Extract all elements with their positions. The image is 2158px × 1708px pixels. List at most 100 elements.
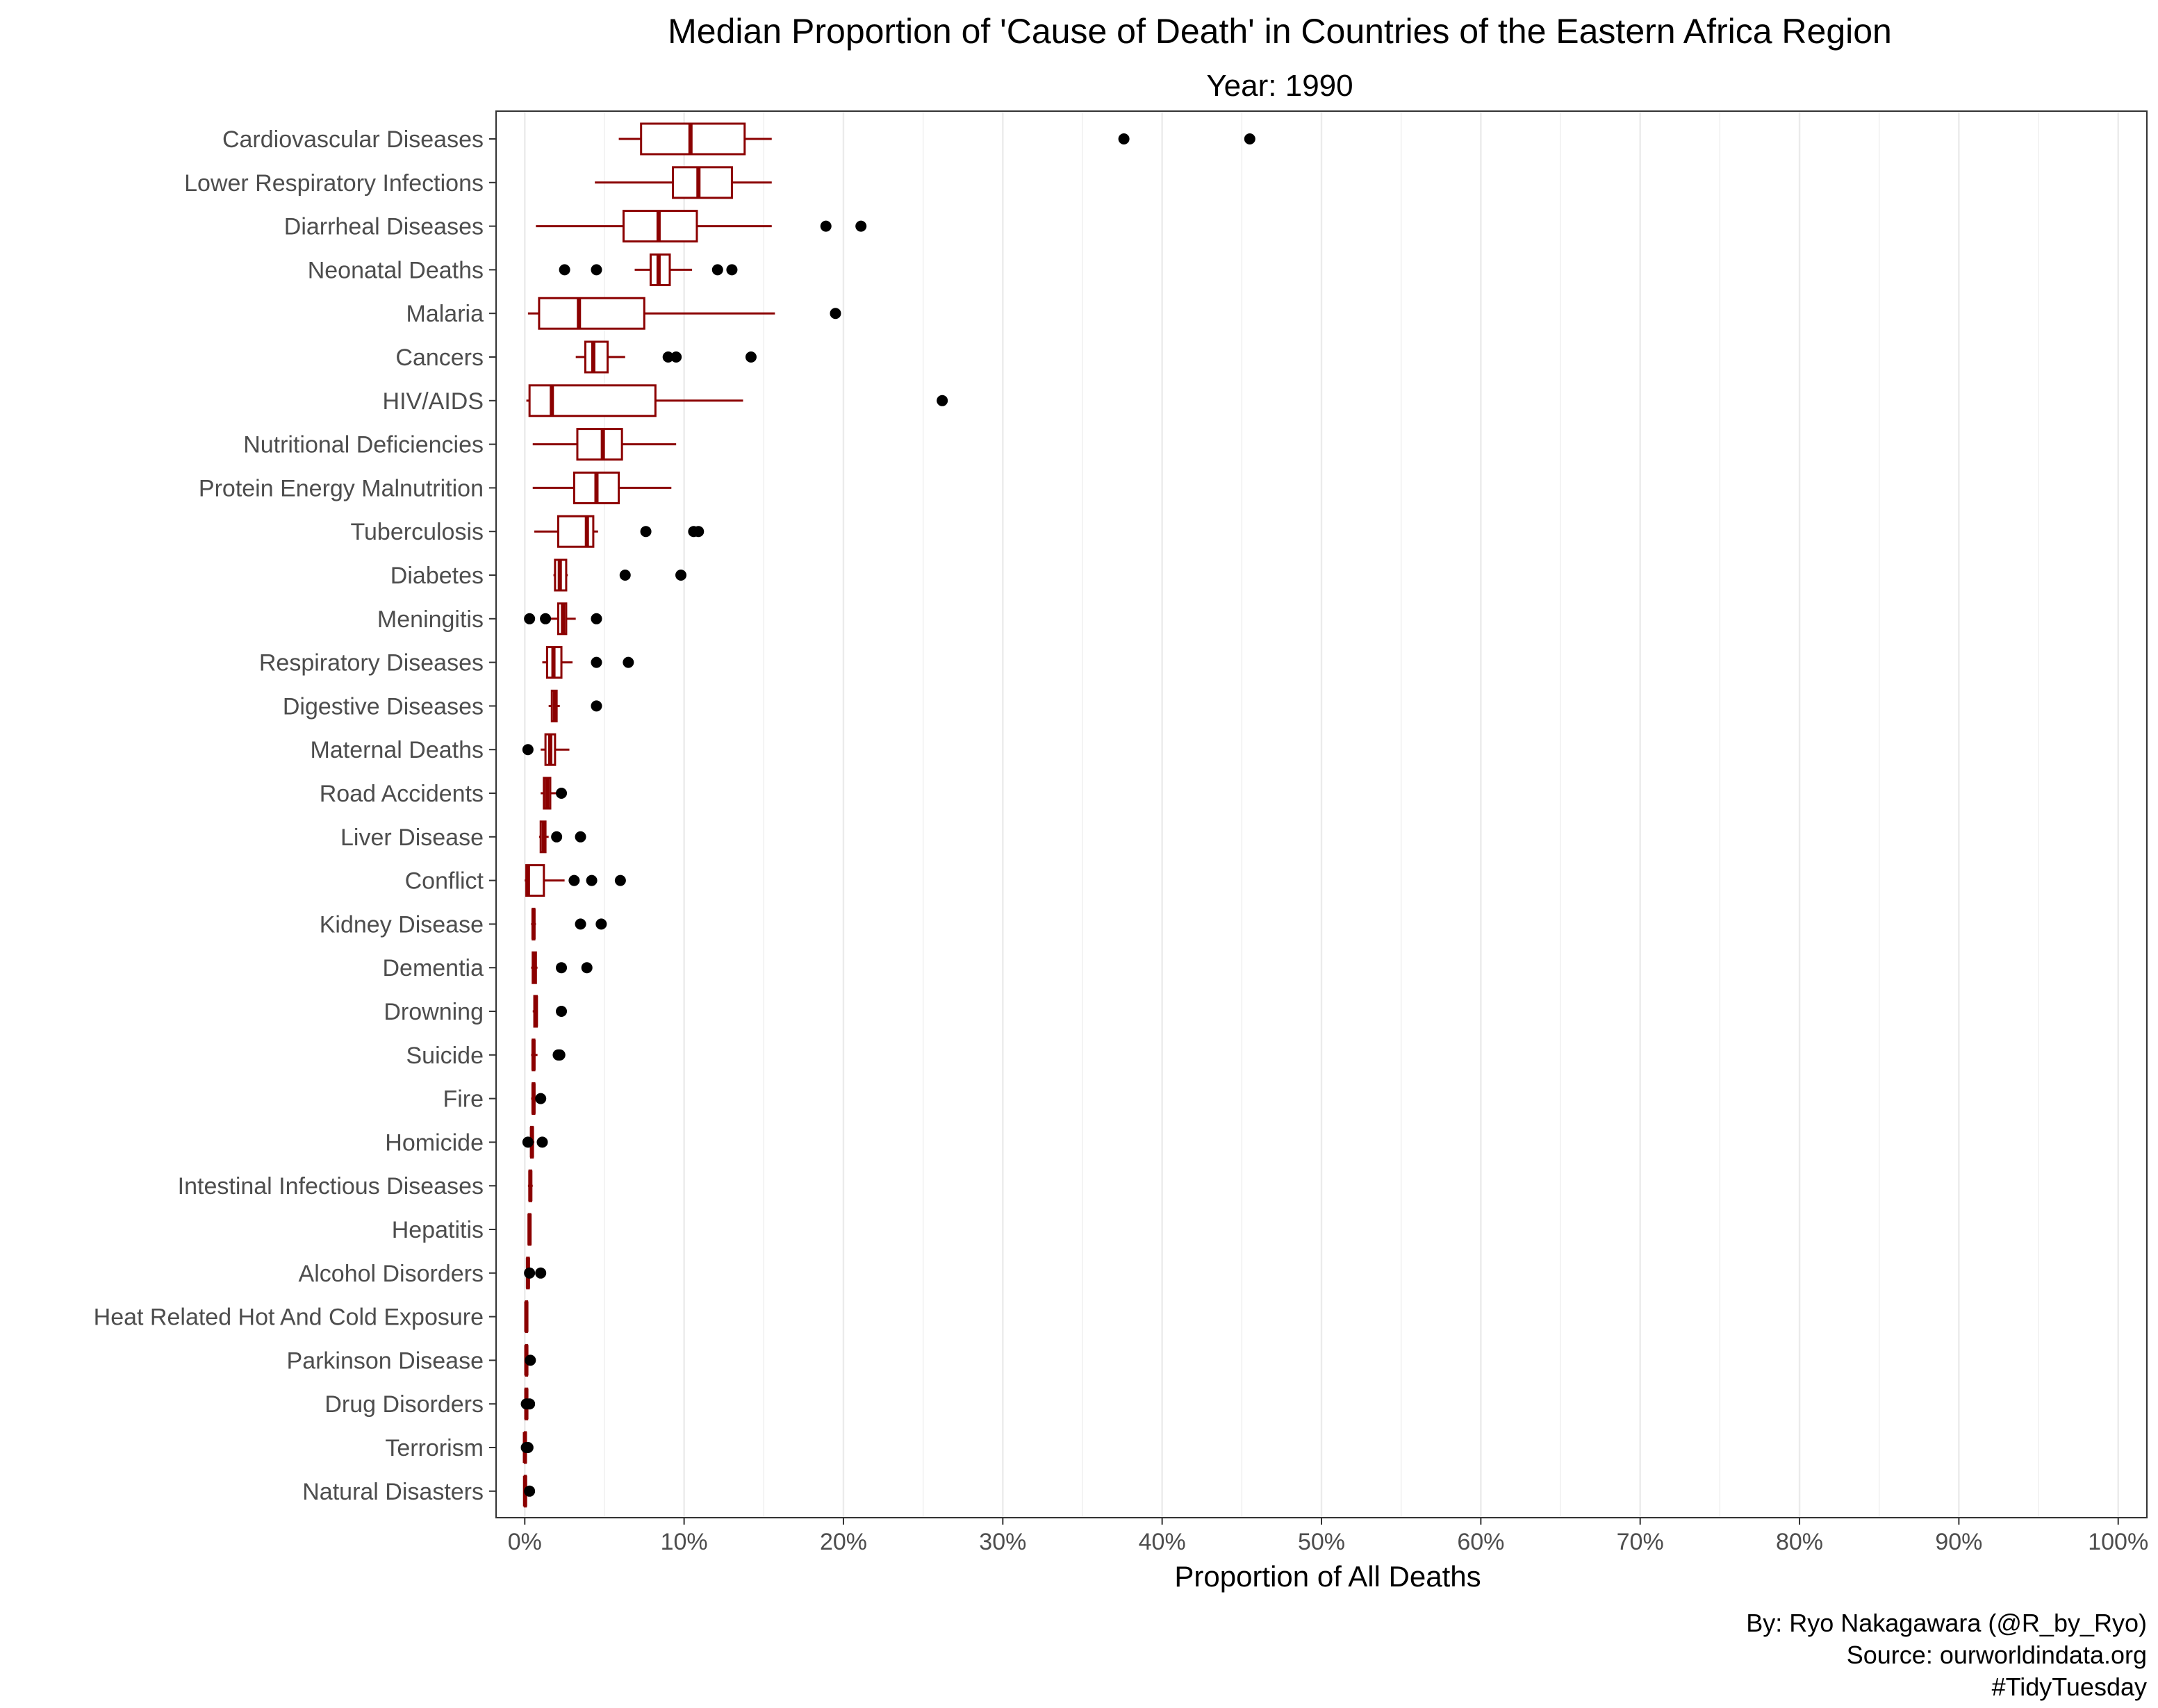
y-tick-label: Cardiovascular Diseases (222, 126, 484, 153)
outlier-point (662, 351, 674, 363)
box-suicide (531, 1038, 566, 1072)
box-hiv-aids (526, 384, 948, 417)
iqr-box (640, 122, 746, 156)
y-tick-label: HIV/AIDS (383, 388, 484, 415)
y-tick-label: Respiratory Diseases (259, 650, 484, 677)
y-tick-label: Malaria (406, 301, 484, 327)
outlier-point (522, 1442, 534, 1453)
y-tick-label: Cancers (395, 345, 484, 371)
y-tick-label: Meningitis (377, 606, 484, 633)
box-terrorism (520, 1431, 534, 1464)
outlier-point (524, 1398, 536, 1410)
outlier-point (535, 1093, 547, 1104)
iqr-box (528, 384, 657, 417)
x-tick-label: 40% (1139, 1529, 1186, 1555)
box-meningitis (524, 602, 602, 636)
box-protein-energy-malnutrition (532, 471, 672, 504)
y-tick-label: Alcohol Disorders (299, 1261, 484, 1287)
box-natural-disasters (522, 1475, 536, 1508)
box-maternal-deaths (522, 733, 570, 766)
y-tick-label: Tuberculosis (351, 519, 484, 545)
x-tick-label: 50% (1298, 1529, 1345, 1555)
y-tick-label: Dementia (382, 955, 484, 981)
x-tick-label: 10% (661, 1529, 708, 1555)
outlier-point (575, 918, 586, 930)
outlier-point (556, 1006, 568, 1017)
y-tick-label: Intestinal Infectious Diseases (178, 1173, 484, 1200)
outlier-point (1118, 133, 1130, 144)
y-tick-label: Conflict (405, 868, 484, 895)
outlier-point (551, 831, 563, 843)
box-series (520, 122, 1255, 1508)
box-parkinson-disease (524, 1343, 536, 1377)
outlier-point (556, 788, 568, 799)
y-tick-label: Natural Disasters (302, 1479, 484, 1505)
outlier-point (591, 613, 602, 624)
outlier-point (670, 351, 682, 363)
outlier-point (711, 264, 723, 276)
box-nutritional-deficiencies (532, 428, 677, 461)
box-diarrheal-diseases (536, 210, 867, 243)
outlier-point (745, 351, 757, 363)
x-tick-label: 90% (1935, 1529, 1982, 1555)
iqr-box (672, 166, 733, 199)
chart-subtitle: Year: 1990 (1206, 69, 1353, 103)
outlier-point (675, 570, 687, 581)
box-tuberculosis (534, 515, 705, 548)
caption-author: By: Ryo Nakagawara (@R_by_Ryo) (1746, 1609, 2147, 1637)
y-tick-label: Kidney Disease (320, 911, 484, 938)
box-intestinal-infectious-diseases (527, 1169, 533, 1202)
outlier-point (522, 1136, 534, 1148)
y-axis-ticks: Cardiovascular Diseases Lower Respiratory… (94, 126, 496, 1505)
iqr-box (538, 297, 645, 330)
outlier-point (595, 918, 607, 930)
y-tick-label: Drug Disorders (324, 1391, 484, 1418)
outlier-point (575, 831, 586, 843)
y-tick-label: Hepatitis (392, 1217, 484, 1243)
box-fire (531, 1082, 547, 1116)
grid-lines (524, 111, 2119, 1518)
y-tick-label: Homicide (385, 1129, 484, 1156)
outlier-point (535, 1267, 547, 1279)
outlier-point (554, 1049, 566, 1061)
plot-panel-border (495, 110, 2148, 1518)
x-tick-label: 60% (1457, 1529, 1504, 1555)
box-road-accidents (541, 777, 568, 810)
box-lower-respiratory-infections (595, 166, 772, 199)
y-tick-label: Drowning (384, 999, 484, 1025)
outlier-point (591, 700, 602, 712)
outlier-point (556, 962, 568, 974)
box-heat-related-hot-and-cold-exposure (524, 1300, 529, 1334)
box-alcohol-disorders (524, 1257, 547, 1290)
box-hepatitis (527, 1213, 532, 1246)
x-tick-label: 0% (508, 1529, 542, 1555)
box-malaria (527, 297, 841, 330)
outlier-point (614, 874, 626, 886)
outlier-point (640, 526, 652, 538)
x-tick-label: 80% (1776, 1529, 1823, 1555)
box-neonatal-deaths (559, 253, 738, 286)
box-homicide (522, 1125, 548, 1159)
box-drug-disorders (520, 1387, 536, 1420)
y-tick-label: Protein Energy Malnutrition (199, 475, 484, 501)
x-tick-label: 100% (2088, 1529, 2148, 1555)
box-liver-disease (538, 820, 586, 854)
outlier-point (522, 744, 534, 756)
outlier-point (525, 1354, 536, 1366)
box-dementia (531, 951, 593, 984)
box-drowning (532, 995, 568, 1028)
y-tick-label: Diarrheal Diseases (284, 214, 484, 240)
outlier-point (830, 308, 841, 320)
y-tick-label: Neonatal Deaths (308, 257, 484, 283)
box-cancers (575, 340, 757, 374)
y-tick-label: Digestive Diseases (283, 693, 484, 720)
iqr-box (584, 340, 609, 374)
caption-hashtag: #TidyTuesday (1992, 1673, 2147, 1701)
box-cardiovascular-diseases (618, 122, 1255, 156)
box-diabetes (553, 558, 687, 592)
box-kidney-disease (531, 907, 607, 940)
outlier-point (820, 220, 832, 232)
x-axis-ticks: 0% 10% 20% 30% 40% 50% 60% 70% 80% 90% 100% (508, 1518, 2148, 1555)
outlier-point (591, 264, 602, 276)
